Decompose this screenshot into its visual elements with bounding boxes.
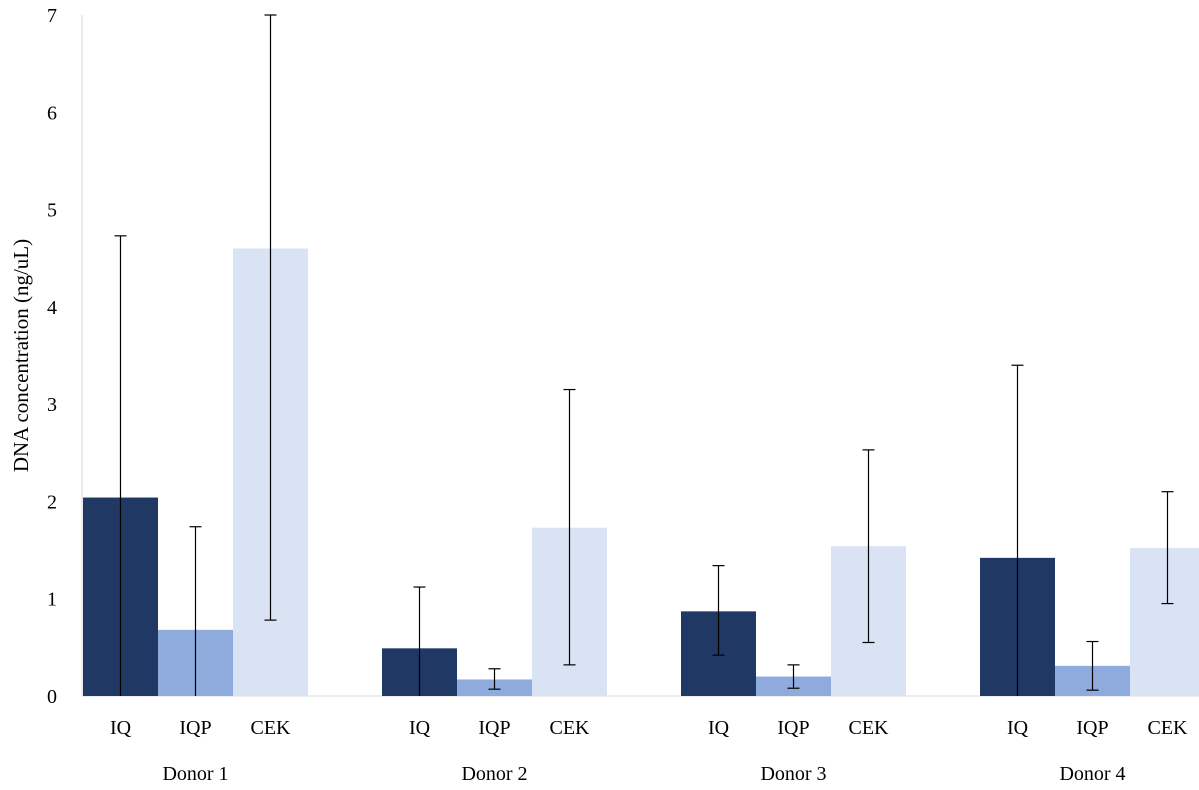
category-label: IQ bbox=[409, 717, 431, 739]
group-label: Donor 1 bbox=[162, 763, 228, 785]
category-label: IQ bbox=[1007, 717, 1029, 739]
y-tick-label: 2 bbox=[47, 491, 57, 513]
y-tick-label: 7 bbox=[47, 5, 57, 27]
category-label: IQP bbox=[179, 717, 211, 739]
y-tick-label: 4 bbox=[47, 297, 57, 319]
category-label: CEK bbox=[1148, 717, 1189, 739]
group-label: Donor 4 bbox=[1059, 763, 1125, 785]
bars bbox=[83, 248, 1199, 696]
y-tick-label: 3 bbox=[47, 394, 57, 416]
category-label: IQP bbox=[1076, 717, 1108, 739]
y-tick-label: 6 bbox=[47, 102, 57, 124]
category-label: IQ bbox=[708, 717, 730, 739]
bar bbox=[1130, 548, 1199, 696]
category-label: IQP bbox=[777, 717, 809, 739]
error-bars bbox=[114, 14, 1174, 696]
y-tick-label: 5 bbox=[47, 200, 57, 222]
y-tick-label: 0 bbox=[47, 686, 57, 708]
category-label: CEK bbox=[251, 717, 292, 739]
category-label: CEK bbox=[849, 717, 890, 739]
group-label: Donor 3 bbox=[760, 763, 826, 785]
group-label: Donor 2 bbox=[461, 763, 527, 785]
labels: 0 1 2 3 4 5 6 7 IQ IQP CEK Donor 1 IQ IQP CEK Donor 2 IQ… bbox=[47, 5, 1188, 785]
y-axis-title: DNA concentration (ng/uL) bbox=[9, 239, 33, 472]
category-label: IQ bbox=[110, 717, 132, 739]
category-label: IQP bbox=[478, 717, 510, 739]
y-tick-label: 1 bbox=[47, 589, 57, 611]
category-label: CEK bbox=[550, 717, 591, 739]
